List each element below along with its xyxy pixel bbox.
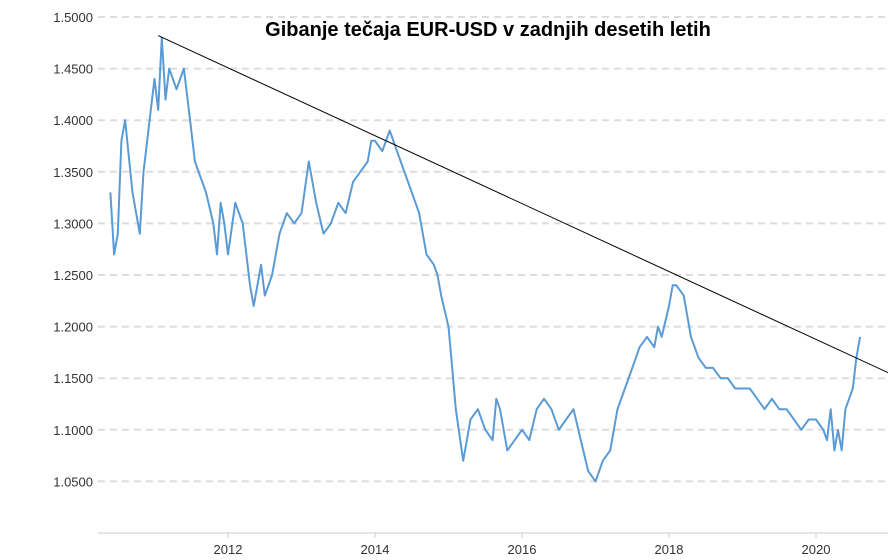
y-tick-label: 1.4000 [53,113,93,128]
x-tick-label: 2016 [508,542,537,557]
x-tick-label: 2012 [214,542,243,557]
series-line-0 [109,36,862,483]
y-tick-label: 1.1500 [53,371,93,386]
y-tick-label: 1.2000 [53,320,93,335]
y-tick-label: 1.3500 [53,165,93,180]
x-axis-ticks: 2012 2014 2016 2018 2020 [214,533,831,557]
annotations-group [157,35,888,374]
chart-title: Gibanje tečaja EUR-USD v zadnjih desetih… [265,19,711,41]
x-tick-label: 2018 [655,542,684,557]
series-group [109,36,862,483]
y-tick-label: 1.0500 [53,474,93,489]
trendline-0 [157,35,888,374]
y-axis-ticks: 1.5000 1.4500 1.4000 1.3500 1.3000 1.2500 1.20… [53,10,93,489]
y-tick-label: 1.2500 [53,268,93,283]
y-tick-label: 1.1000 [53,423,93,438]
x-tick-label: 2014 [361,542,390,557]
x-tick-label: 2020 [802,542,831,557]
y-tick-label: 1.4500 [53,62,93,77]
y-tick-label: 1.3000 [53,216,93,231]
y-tick-label: 1.5000 [53,10,93,25]
